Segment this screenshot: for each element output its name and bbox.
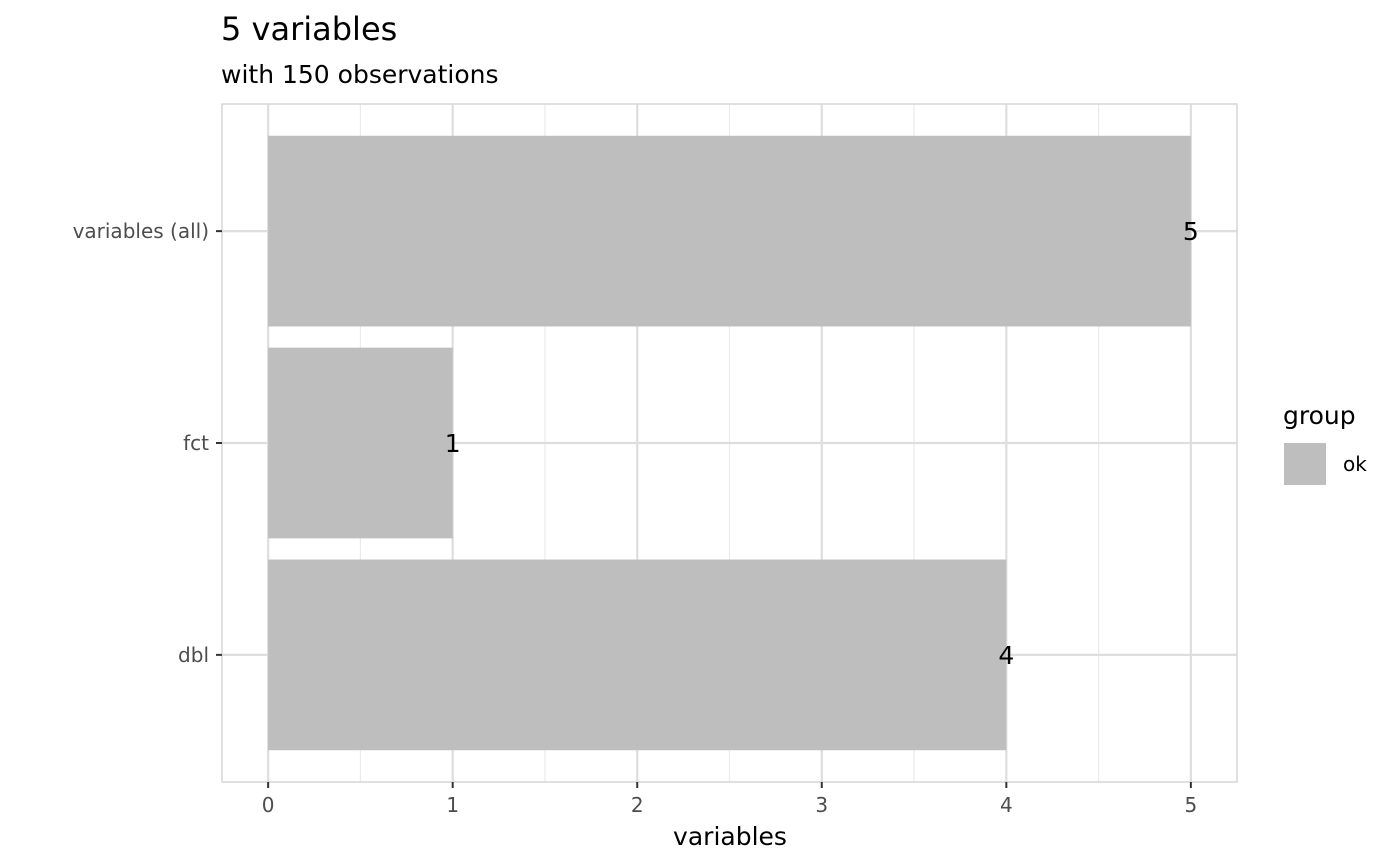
x-axis: 0 1 2 3 4 5 (262, 782, 1197, 817)
legend-label: ok (1343, 452, 1367, 476)
bar (268, 559, 1007, 751)
x-tick-label: 3 (815, 793, 828, 817)
y-tick-label: variables (all) (73, 219, 209, 243)
data-label: 4 (998, 641, 1014, 670)
y-tick-label: fct (183, 431, 209, 455)
y-tick-label: dbl (178, 643, 209, 667)
plot-panel: 5 1 4 (221, 103, 1238, 783)
bar (268, 347, 453, 539)
x-axis-title: variables (673, 822, 787, 851)
legend-key (1284, 443, 1326, 485)
data-label: 1 (445, 429, 461, 458)
bar (268, 135, 1191, 327)
legend: group ok (1283, 401, 1367, 485)
x-tick-label: 1 (446, 793, 459, 817)
chart-title: 5 variables (221, 10, 397, 48)
x-tick-label: 2 (631, 793, 644, 817)
chart-subtitle: with 150 observations (221, 60, 499, 89)
data-label: 5 (1183, 217, 1199, 246)
x-tick-label: 0 (262, 793, 275, 817)
legend-title: group (1283, 401, 1356, 430)
x-tick-label: 4 (1000, 793, 1013, 817)
x-tick-label: 5 (1184, 793, 1197, 817)
y-axis: variables (all) fct dbl (73, 219, 222, 667)
